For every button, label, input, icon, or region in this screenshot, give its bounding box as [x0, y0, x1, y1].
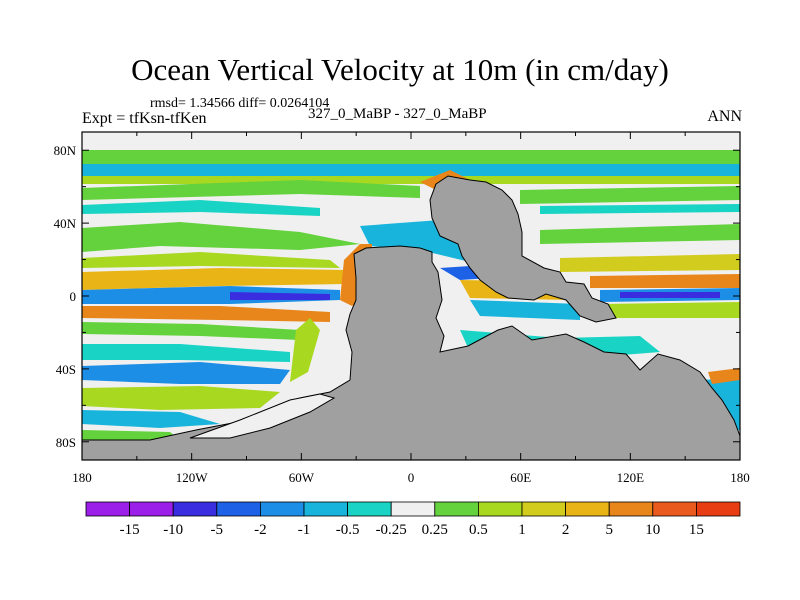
field-band: [620, 292, 720, 298]
x-tick-label: 60E: [510, 470, 531, 485]
field-band: [82, 222, 360, 252]
y-tick-label: 40S: [56, 362, 76, 377]
field-band: [82, 344, 290, 362]
x-tick-label: 180: [730, 470, 750, 485]
field-band: [290, 318, 320, 382]
colorbar-box: [434, 501, 479, 517]
colorbar-label: -0.25: [376, 522, 407, 538]
x-axis-labels: 180 120W 60W 0 60E 120E 180: [72, 470, 750, 485]
field-band: [82, 322, 300, 340]
land-mass-south: [82, 245, 740, 460]
colorbar-box: [129, 501, 174, 517]
y-axis-labels: 80N 40N 0 40S 80S: [54, 143, 77, 450]
colorbar-label: 15: [689, 522, 704, 538]
colorbar-box: [216, 501, 261, 517]
field-band: [540, 224, 740, 244]
colorbar-box: [521, 501, 566, 517]
field-band: [82, 306, 330, 322]
colorbar-box: [652, 501, 697, 517]
colorbar-label: -1: [298, 522, 311, 538]
field-band: [82, 252, 340, 268]
chart-title: Ocean Vertical Velocity at 10m (in cm/da…: [131, 52, 669, 87]
y-tick-label: 80S: [56, 435, 76, 450]
colorbar-label: 10: [645, 522, 660, 538]
colorbar-label: 2: [562, 522, 570, 538]
colorbar-box: [172, 501, 218, 517]
field-band: [82, 180, 420, 200]
land-mass-island: [189, 393, 336, 439]
colorbar-label: -15: [120, 522, 140, 538]
field-band: [520, 186, 740, 204]
x-tick-label: 60W: [289, 470, 315, 485]
field-band: [708, 368, 740, 384]
colorbar-label: -5: [211, 522, 224, 538]
field-band: [82, 176, 740, 184]
runs-label: 327_0_MaBP - 327_0_MaBP: [308, 106, 487, 122]
x-tick-label: 180: [72, 470, 92, 485]
rmsd-diff-stats: rmsd= 1.34566 diff= 0.0264104: [150, 96, 330, 111]
y-tick-label: 0: [70, 289, 77, 304]
y-tick-label: 80N: [54, 143, 77, 158]
x-tick-label: 0: [408, 470, 415, 485]
colorbar-box: [347, 501, 392, 517]
period-label: ANN: [707, 108, 742, 125]
colorbar-box: [565, 501, 610, 517]
colorbar-box: [696, 501, 741, 517]
field-band: [590, 274, 740, 288]
field-band: [540, 204, 740, 214]
colorbar: [85, 501, 741, 517]
colorbar-label: 0.25: [422, 522, 448, 538]
field-band: [82, 386, 280, 410]
field-band: [82, 200, 320, 216]
colorbar-labels: -15 -10 -5 -2 -1 -0.5 -0.25 0.25 0.5 1 2 5 10 15: [120, 522, 704, 538]
colorbar-box: [608, 501, 654, 517]
experiment-label: Expt = tfKsn-tfKen: [82, 110, 207, 127]
colorbar-label: -0.5: [336, 522, 360, 538]
colorbar-label: -2: [254, 522, 267, 538]
field-band: [82, 410, 220, 428]
colorbar-box: [303, 501, 348, 517]
field-band: [560, 254, 740, 272]
colorbar-label: 1: [518, 522, 526, 538]
colorbar-label: -10: [163, 522, 183, 538]
colorbar-label: 5: [605, 522, 613, 538]
field-band: [82, 268, 345, 290]
field-band: [82, 430, 180, 440]
colorbar-box: [390, 501, 436, 517]
field-band: [82, 164, 740, 176]
colorbar-box: [477, 501, 523, 517]
y-tick-label: 40N: [54, 216, 77, 231]
field-band: [82, 150, 740, 164]
x-tick-label: 120W: [176, 470, 209, 485]
land-mass-north: [429, 175, 617, 323]
colorbar-box: [85, 501, 130, 517]
colorbar-label: 0.5: [469, 522, 488, 538]
axis-ticks: [81, 132, 741, 460]
map-field: [82, 132, 740, 460]
field-band: [470, 300, 580, 320]
colorbar-box: [259, 501, 305, 517]
field-band: [230, 292, 330, 300]
field-band: [600, 302, 740, 318]
field-band: [82, 362, 290, 384]
x-tick-label: 120E: [617, 470, 645, 485]
